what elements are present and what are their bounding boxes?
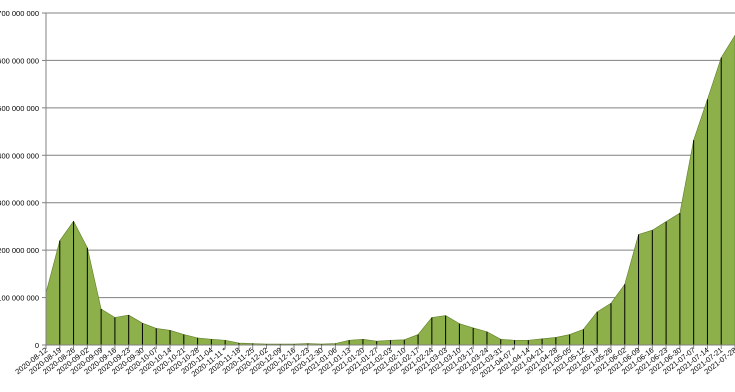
gridlines: [46, 12, 735, 299]
y-tick-label: 500 000 000: [0, 104, 39, 113]
y-tick-label: 0: [35, 341, 39, 350]
y-tick-labels: 0 100 000 000 200 000 000 300 000 000 400 00…: [0, 9, 39, 350]
y-tick-label: 200 000 000: [0, 246, 39, 255]
x-tick-labels: 2020-08-122020-08-192020-08-262020-09-02…: [13, 345, 735, 379]
y-tick-label: 700 000 000: [0, 9, 39, 18]
area-fill: [45, 34, 735, 346]
y-tick-label: 600 000 000: [0, 56, 39, 65]
area-series: [45, 34, 735, 346]
y-tick-label: 300 000 000: [0, 199, 39, 208]
y-tick-label: 100 000 000: [0, 294, 39, 303]
axes: [42, 12, 735, 349]
y-tick-label: 400 000 000: [0, 151, 39, 160]
